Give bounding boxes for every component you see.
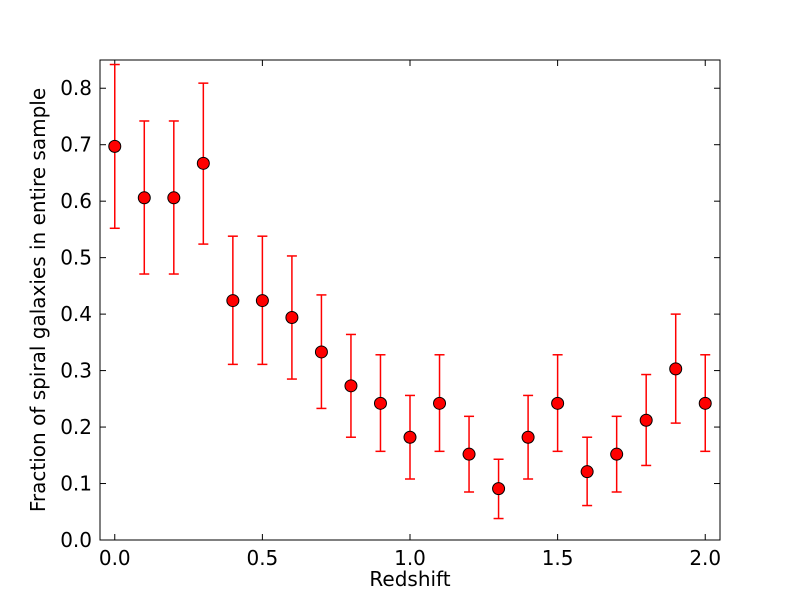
data-point: [255, 294, 269, 308]
data-point: [492, 482, 506, 496]
y-axis-label: Fraction of spiral galaxies in entire sa…: [26, 88, 50, 512]
data-point: [521, 430, 535, 444]
data-point: [610, 447, 624, 461]
y-tick-label: 0.0: [60, 528, 92, 552]
y-tick-label: 0.7: [60, 133, 92, 157]
data-point: [462, 447, 476, 461]
data-point: [108, 139, 122, 153]
data-point: [639, 413, 653, 427]
y-tick-label: 0.5: [60, 246, 92, 270]
data-point: [433, 396, 447, 410]
data-point: [373, 396, 387, 410]
data-point: [226, 294, 240, 308]
data-point: [551, 396, 565, 410]
y-tick-label: 0.6: [60, 189, 92, 213]
y-tick-label: 0.3: [60, 359, 92, 383]
x-tick-label: 0.5: [246, 546, 278, 570]
data-point: [167, 191, 181, 205]
data-point: [137, 191, 151, 205]
data-point: [403, 430, 417, 444]
points-layer: [108, 139, 712, 496]
plot-frame: [99, 59, 721, 541]
data-point: [344, 379, 358, 393]
y-tick-label: 0.1: [60, 472, 92, 496]
data-point: [285, 311, 299, 325]
errorbars-layer: [109, 63, 711, 520]
x-tick-label: 0.0: [99, 546, 131, 570]
y-tick-label: 0.8: [60, 76, 92, 100]
y-tick-label: 0.4: [60, 302, 92, 326]
ticks-layer: 0.0 0.5 1.0 1.5 2.0 0.0 0.1 0.2 0.3 0.4 0.5 0.6 0.7 0…: [60, 60, 721, 570]
data-point: [698, 396, 712, 410]
data-point: [580, 465, 594, 479]
x-tick-label: 1.5: [542, 546, 574, 570]
x-axis-label: Redshift: [369, 567, 450, 591]
data-point: [669, 362, 683, 376]
data-point: [196, 156, 210, 170]
x-tick-label: 2.0: [689, 546, 721, 570]
y-tick-label: 0.2: [60, 415, 92, 439]
x-tick-label: 1.0: [394, 546, 426, 570]
data-point: [314, 345, 328, 359]
